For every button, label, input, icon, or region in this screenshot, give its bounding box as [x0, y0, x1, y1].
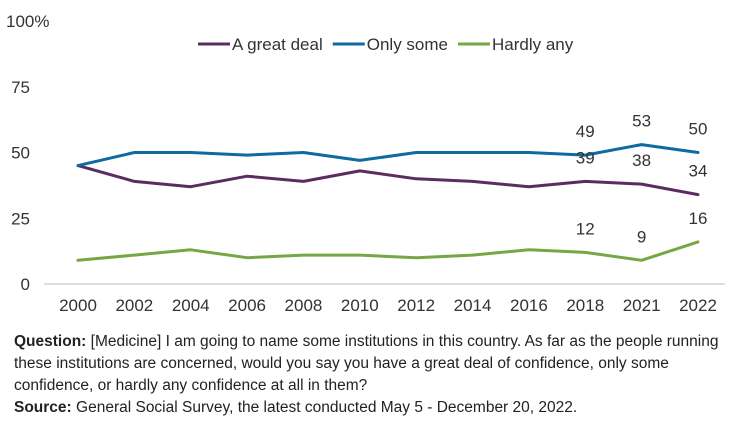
data-label-hardly-any: 9	[637, 227, 646, 246]
data-label-a-great-deal: 38	[632, 151, 651, 170]
x-tick-label: 2022	[679, 296, 717, 315]
data-label-only-some: 53	[632, 112, 651, 131]
data-label-only-some: 50	[689, 120, 708, 139]
y-tick-label: 0	[21, 275, 30, 294]
x-tick-label: 2018	[566, 296, 604, 315]
y-tick-label: 75	[11, 78, 30, 97]
series-lines	[76, 143, 700, 262]
x-tick-label: 2021	[623, 296, 661, 315]
data-label-only-some: 49	[576, 122, 595, 141]
source-text: General Social Survey, the latest conduc…	[71, 399, 578, 416]
legend-label-hardly-any: Hardly any	[492, 35, 574, 54]
y-axis-ticks: 0 25 50 75 100%	[6, 12, 49, 294]
data-label-hardly-any: 16	[689, 209, 708, 228]
question-note: Question: [Medicine] I am going to name …	[14, 331, 739, 397]
legend-label-a-great-deal: A great deal	[232, 35, 323, 54]
legend-label-only-some: Only some	[367, 35, 448, 54]
x-axis-ticks: 2000 2002 2004 2006 2008 2010 2012 2014 2016 2018…	[59, 296, 717, 315]
series-line-only-some	[76, 143, 700, 168]
x-tick-label: 2010	[341, 296, 379, 315]
legend: A great deal Only some Hardly any	[198, 35, 574, 54]
series-line-a-great-deal	[76, 164, 700, 197]
data-label-hardly-any: 12	[576, 219, 595, 238]
question-text: [Medicine] I am going to name some insti…	[14, 333, 719, 394]
series-line-hardly-any	[76, 240, 700, 262]
question-label: Question:	[14, 333, 87, 350]
x-tick-label: 2008	[285, 296, 323, 315]
y-tick-label: 100%	[6, 12, 49, 31]
x-tick-label: 2002	[115, 296, 153, 315]
y-tick-label: 50	[11, 144, 30, 163]
x-tick-label: 2000	[59, 296, 97, 315]
source-note: Source: General Social Survey, the lates…	[14, 397, 739, 419]
source-label: Source:	[14, 399, 72, 416]
x-tick-label: 2016	[510, 296, 548, 315]
x-tick-label: 2006	[228, 296, 266, 315]
data-label-a-great-deal: 39	[576, 148, 595, 167]
chart-caption: Question: [Medicine] I am going to name …	[14, 331, 739, 419]
x-tick-label: 2012	[397, 296, 435, 315]
line-chart: 0 25 50 75 100% 2000 2002 2004 2006 2008 2010 2012…	[6, 12, 725, 315]
data-labels: 39 38 34 49 53 50 12 9 16	[576, 112, 708, 247]
data-label-a-great-deal: 34	[689, 162, 708, 181]
x-tick-label: 2014	[454, 296, 492, 315]
x-tick-label: 2004	[172, 296, 210, 315]
y-tick-label: 25	[11, 209, 30, 228]
